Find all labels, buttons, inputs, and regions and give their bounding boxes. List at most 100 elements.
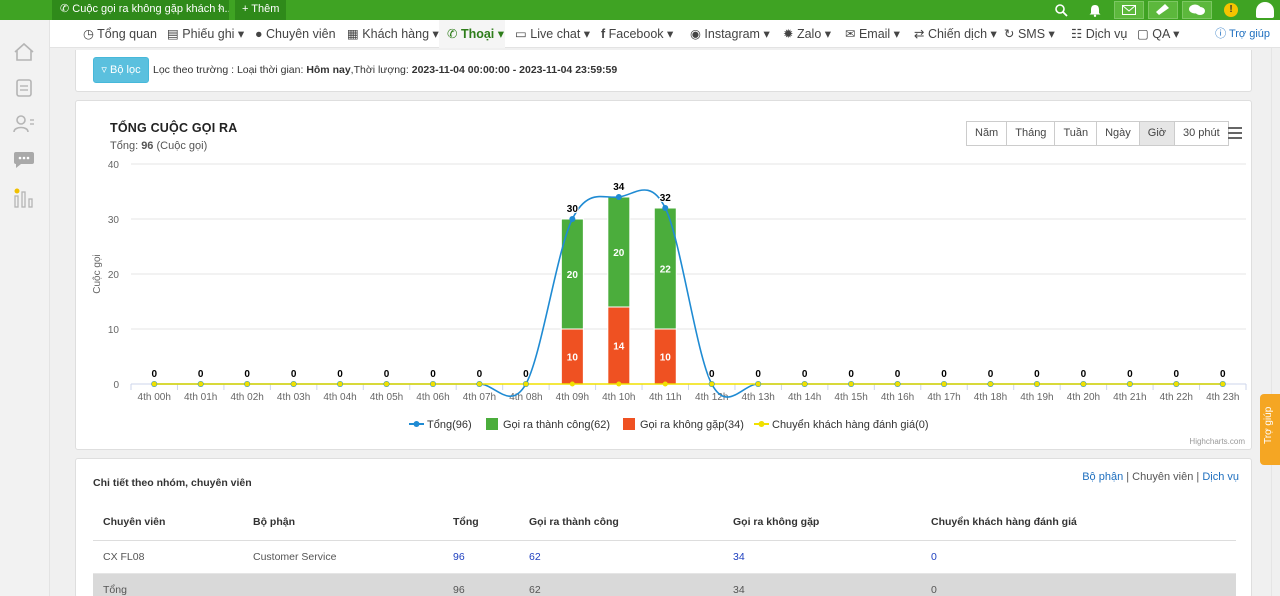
nav-customers[interactable]: ▦ Khách hàng ▾ [347, 27, 439, 41]
nav-voice[interactable]: ✆ Thoại ▾ [439, 20, 505, 48]
top-icons: ! [1042, 0, 1280, 20]
tab-missed-outbound-calls[interactable]: ✆ Cuộc gọi ra không gặp khách h... × [52, 0, 229, 20]
x-tick-label: 4th 21h [1113, 392, 1146, 403]
left-sidebar [0, 20, 50, 596]
total-label: 0 [1174, 369, 1180, 380]
evaluation-point [987, 381, 993, 387]
link-department[interactable]: Bộ phận [1082, 471, 1124, 483]
nav-campaign[interactable]: ⇄ Chiến dịch ▾ [914, 27, 997, 41]
building-icon: ▦ [347, 27, 363, 41]
evaluation-point [384, 381, 390, 387]
nav-email[interactable]: ✉ Email ▾ [845, 27, 900, 41]
bell-icon[interactable] [1080, 1, 1110, 19]
evaluation-point [755, 381, 761, 387]
funnel-icon: ▿ [101, 64, 110, 76]
help-link[interactable]: ⓘ Trợ giúp [1215, 28, 1270, 40]
total-label: 0 [1127, 369, 1133, 380]
range-year-button[interactable]: Năm [966, 121, 1008, 146]
nav-instagram[interactable]: ◉ Instagram ▾ [690, 27, 770, 41]
page-scrollbar[interactable] [1271, 48, 1280, 596]
nav-livechat[interactable]: ▭ Live chat ▾ [515, 27, 591, 41]
cell-missed[interactable]: 34 [723, 540, 921, 574]
total-label: 0 [755, 369, 761, 380]
side-help-tab[interactable]: Trợ giúp [1260, 394, 1280, 465]
bar-success-label: 22 [660, 265, 672, 276]
search-icon[interactable] [1046, 1, 1076, 19]
y-tick-label: 0 [113, 380, 119, 391]
contacts-icon[interactable] [12, 112, 36, 136]
evaluation-point [662, 381, 668, 387]
total-label: 0 [1220, 369, 1226, 380]
nav-facebook[interactable]: f Facebook ▾ [601, 27, 674, 41]
evaluation-point [895, 381, 901, 387]
zalo-icon: ✹ [783, 27, 797, 41]
range-week-button[interactable]: Tuần [1054, 121, 1098, 146]
instagram-icon: ◉ [690, 27, 705, 41]
close-icon[interactable]: × [217, 3, 223, 14]
x-tick-label: 4th 11h [649, 392, 682, 403]
cell-success[interactable]: 62 [519, 540, 723, 574]
nav-sms[interactable]: ↻ SMS ▾ [1004, 27, 1055, 41]
link-agent[interactable]: Chuyên viên [1132, 471, 1194, 483]
chat-bubbles-icon[interactable] [1182, 1, 1212, 19]
cell-agent: CX FL08 [93, 540, 243, 574]
chart-menu-icon[interactable] [1228, 127, 1242, 142]
phone-icon: ✆ [60, 3, 70, 15]
total-label: 32 [660, 193, 672, 204]
range-30min-button[interactable]: 30 phút [1174, 121, 1229, 146]
x-tick-label: 4th 13h [742, 392, 775, 403]
range-buttons: Năm Tháng Tuần Ngày Giờ 30 phút [966, 121, 1229, 146]
nav-overview[interactable]: ◷ Tổng quan [83, 27, 157, 41]
campaign-icon: ⇄ [914, 27, 928, 41]
total-department [243, 573, 443, 596]
total-label: 0 [337, 369, 343, 380]
chart-title: TỔNG CUỘC GỌI RA [110, 121, 238, 135]
filter-button[interactable]: ▿ Bộ lọc [93, 57, 149, 83]
evaluation-point [198, 381, 204, 387]
warning-icon[interactable]: ! [1216, 1, 1246, 19]
x-tick-label: 4th 19h [1020, 392, 1053, 403]
ticket-icon[interactable] [1148, 1, 1178, 19]
nav-qa[interactable]: ▢ QA ▾ [1137, 27, 1180, 41]
main-nav: ◷ Tổng quan ▤ Phiếu ghi ▾ ● Chuyên viên … [50, 20, 1280, 48]
x-tick-label: 4th 14h [788, 392, 821, 403]
evaluation-point [709, 381, 715, 387]
document-icon[interactable] [12, 76, 36, 100]
y-tick-label: 40 [108, 160, 120, 171]
detail-table: Chuyên viên Bộ phận Tổng Gọi ra thành cô… [93, 504, 1236, 596]
avatar[interactable] [1250, 1, 1280, 19]
link-service[interactable]: Dịch vụ [1202, 471, 1239, 483]
add-tab-button[interactable]: + Thêm [235, 0, 286, 20]
chat-icon[interactable] [12, 148, 36, 172]
ticket-icon: ▤ [167, 27, 183, 41]
top-bar: ✆ Cuộc gọi ra không gặp khách h... × + T… [0, 0, 1280, 20]
bar-success-label: 20 [567, 270, 579, 281]
cell-department: Customer Service [243, 540, 443, 574]
range-month-button[interactable]: Tháng [1006, 121, 1056, 146]
nav-zalo[interactable]: ✹ Zalo ▾ [783, 27, 832, 41]
evaluation-point [151, 381, 157, 387]
total-point [569, 216, 576, 222]
table-row: CX FL08 Customer Service 96 62 34 0 [93, 540, 1236, 574]
nav-service[interactable]: ☷ Dịch vụ [1071, 27, 1128, 41]
qa-icon: ▢ [1137, 27, 1153, 41]
total-label: 0 [151, 369, 157, 380]
duration: 2023-11-04 00:00:00 - 2023-11-04 23:59:5… [411, 64, 618, 76]
total-missed: 34 [723, 573, 921, 596]
mail-icon[interactable] [1114, 1, 1144, 19]
chat-icon: ▭ [515, 27, 531, 41]
range-day-button[interactable]: Ngày [1096, 121, 1140, 146]
report-chart-icon[interactable] [12, 186, 36, 210]
x-tick-label: 4th 20h [1067, 392, 1100, 403]
evaluation-point [291, 381, 297, 387]
nav-tickets[interactable]: ▤ Phiếu ghi ▾ [167, 27, 245, 41]
cell-evaluation[interactable]: 0 [921, 540, 1236, 574]
cell-total[interactable]: 96 [443, 540, 519, 574]
evaluation-point [802, 381, 808, 387]
nav-agents[interactable]: ● Chuyên viên [255, 27, 336, 41]
total-label: 34 [613, 182, 625, 193]
table-total-row: Tổng 96 62 34 0 [93, 573, 1236, 596]
home-icon[interactable] [12, 40, 36, 64]
x-tick-label: 4th 04h [323, 392, 356, 403]
user-icon: ● [255, 27, 267, 41]
